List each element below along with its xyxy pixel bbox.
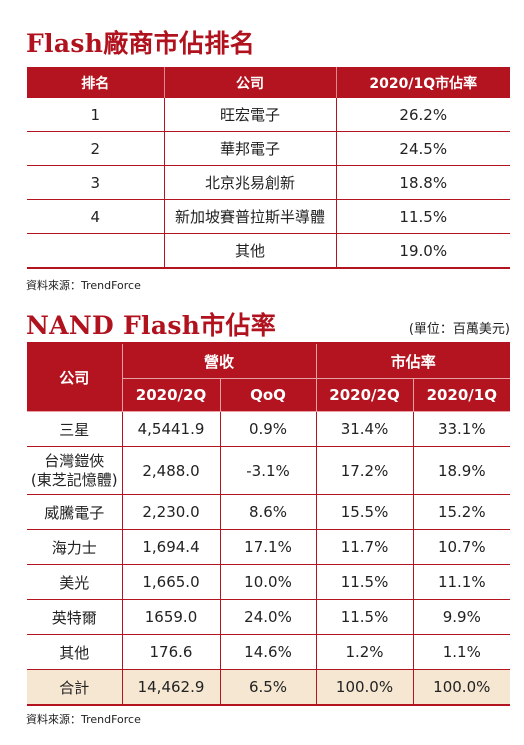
- qoq-cell: 8.6%: [219, 494, 317, 530]
- table-row: 2 華邦電子 24.5%: [27, 131, 510, 166]
- header-revenue-quarter: 2020/2Q: [121, 378, 220, 412]
- share-1q-cell: 10.7%: [412, 529, 511, 565]
- revenue-cell: 4,5441.9: [121, 411, 220, 447]
- share-cell: 26.2%: [335, 98, 510, 132]
- company-cell: 其他: [27, 634, 122, 670]
- table-subheader-row: 2020/2Q QoQ 2020/2Q 2020/1Q: [27, 378, 511, 412]
- unit-note: (單位：百萬美元): [408, 322, 510, 337]
- share-2q-cell: 17.2%: [315, 446, 414, 495]
- share-1q-cell: 11.1%: [412, 564, 511, 600]
- company-cell: 威騰電子: [27, 494, 122, 530]
- company-cell: 其他: [163, 233, 336, 269]
- company-cell: 美光: [27, 564, 122, 600]
- company-cell: 海力士: [27, 529, 122, 565]
- qoq-cell: -3.1%: [219, 446, 317, 495]
- header-company: 公司: [163, 67, 336, 98]
- share-2q-cell: 11.5%: [315, 599, 414, 635]
- header-revenue: 營收: [121, 343, 317, 379]
- share-cell: 19.0%: [335, 233, 510, 269]
- share-cell: 11.5%: [335, 199, 510, 234]
- rank-cell: 4: [27, 199, 164, 234]
- company-cell: 合計: [27, 669, 122, 706]
- header-share-2q: 2020/2Q: [315, 378, 414, 412]
- table-row: 威騰電子 2,230.0 8.6% 15.5% 15.2%: [27, 494, 511, 530]
- share-1q-cell: 9.9%: [412, 599, 511, 635]
- qoq-cell: 6.5%: [219, 669, 317, 706]
- table-row: 美光 1,665.0 10.0% 11.5% 11.1%: [27, 564, 511, 600]
- header-company: 公司: [27, 343, 122, 412]
- header-qoq: QoQ: [219, 378, 317, 412]
- table-row: 台灣鎧俠 (東芝記憶體) 2,488.0 -3.1% 17.2% 18.9%: [27, 446, 511, 495]
- flash-ranking-title: Flash廠商市佔排名: [26, 29, 255, 58]
- rank-cell: 3: [27, 165, 164, 200]
- share-1q-cell: 15.2%: [412, 494, 511, 530]
- table-row: 英特爾 1659.0 24.0% 11.5% 9.9%: [27, 599, 511, 635]
- header-share: 2020/1Q市佔率: [335, 67, 510, 98]
- qoq-cell: 0.9%: [219, 411, 317, 447]
- rank-cell: 1: [27, 98, 164, 132]
- table-row: 4 新加坡賽普拉斯半導體 11.5%: [27, 199, 510, 234]
- table-row: 1 旺宏電子 26.2%: [27, 98, 510, 132]
- table-row: 3 北京兆易創新 18.8%: [27, 165, 510, 200]
- share-cell: 24.5%: [335, 131, 510, 166]
- rank-cell: 2: [27, 131, 164, 166]
- header-share-1q: 2020/1Q: [412, 378, 511, 412]
- total-row: 合計 14,462.9 6.5% 100.0% 100.0%: [27, 669, 511, 706]
- share-1q-cell: 100.0%: [412, 669, 511, 706]
- share-2q-cell: 11.7%: [315, 529, 414, 565]
- company-cell: 三星: [27, 411, 122, 447]
- share-2q-cell: 11.5%: [315, 564, 414, 600]
- company-name: 台灣鎧俠: [44, 451, 105, 470]
- company-cell: 新加坡賽普拉斯半導體: [163, 199, 336, 234]
- revenue-cell: 14,462.9: [121, 669, 220, 706]
- table-row: 海力士 1,694.4 17.1% 11.7% 10.7%: [27, 529, 511, 565]
- share-cell: 18.8%: [335, 165, 510, 200]
- header-share: 市佔率: [315, 343, 511, 379]
- table-header-row: 排名 公司 2020/1Q市佔率: [27, 67, 510, 98]
- table-header-row: 公司 營收 市佔率: [27, 343, 511, 412]
- qoq-cell: 24.0%: [219, 599, 317, 635]
- nand-flash-table: 公司 營收 市佔率 2020/2Q QoQ 2020/2Q 2020/1Q 三星…: [27, 342, 511, 706]
- company-cell: 華邦電子: [163, 131, 336, 166]
- share-2q-cell: 100.0%: [315, 669, 414, 706]
- flash-ranking-table: 排名 公司 2020/1Q市佔率 1 旺宏電子 26.2% 2 華邦電子 24.…: [27, 67, 510, 269]
- company-cell: 旺宏電子: [163, 98, 336, 132]
- company-alias: (東芝記憶體): [30, 470, 118, 489]
- share-1q-cell: 18.9%: [412, 446, 511, 495]
- share-2q-cell: 1.2%: [315, 634, 414, 670]
- qoq-cell: 17.1%: [219, 529, 317, 565]
- nand-flash-title: NAND Flash市佔率: [26, 311, 277, 340]
- company-cell: 英特爾: [27, 599, 122, 635]
- table-row: 三星 4,5441.9 0.9% 31.4% 33.1%: [27, 411, 511, 447]
- revenue-cell: 176.6: [121, 634, 220, 670]
- rank-cell: [27, 233, 164, 269]
- table-row: 其他 176.6 14.6% 1.2% 1.1%: [27, 634, 511, 670]
- revenue-cell: 1659.0: [121, 599, 220, 635]
- revenue-cell: 1,694.4: [121, 529, 220, 565]
- company-cell: 台灣鎧俠 (東芝記憶體): [27, 446, 122, 495]
- share-1q-cell: 1.1%: [412, 634, 511, 670]
- source-note: 資料來源：TrendForce: [26, 279, 141, 292]
- qoq-cell: 14.6%: [219, 634, 317, 670]
- company-cell: 北京兆易創新: [163, 165, 336, 200]
- revenue-cell: 2,230.0: [121, 494, 220, 530]
- revenue-cell: 2,488.0: [121, 446, 220, 495]
- share-2q-cell: 31.4%: [315, 411, 414, 447]
- source-note: 資料來源：TrendForce: [26, 713, 141, 726]
- share-2q-cell: 15.5%: [315, 494, 414, 530]
- header-rank: 排名: [27, 67, 164, 98]
- revenue-cell: 1,665.0: [121, 564, 220, 600]
- qoq-cell: 10.0%: [219, 564, 317, 600]
- share-1q-cell: 33.1%: [412, 411, 511, 447]
- table-row: 其他 19.0%: [27, 233, 510, 269]
